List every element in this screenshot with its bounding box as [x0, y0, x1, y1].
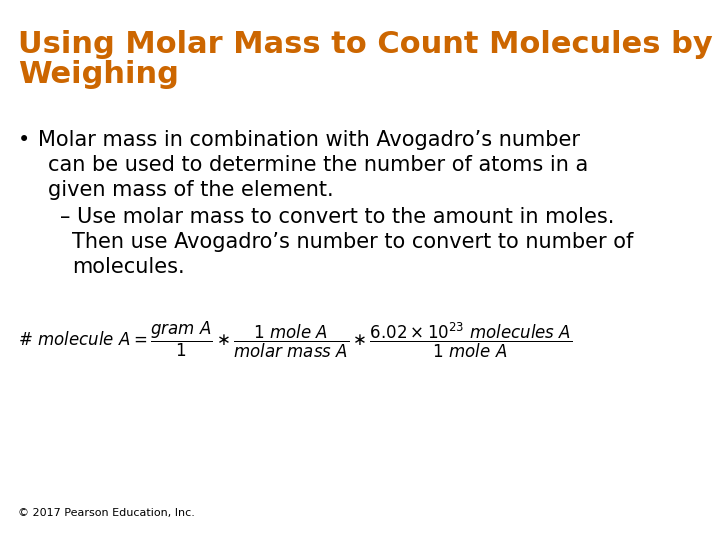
Text: molecules.: molecules. — [72, 257, 184, 277]
Text: Using Molar Mass to Count Molecules by: Using Molar Mass to Count Molecules by — [18, 30, 713, 59]
Text: Molar mass in combination with Avogadro’s number: Molar mass in combination with Avogadro’… — [38, 130, 580, 150]
Text: Then use Avogadro’s number to convert to number of: Then use Avogadro’s number to convert to… — [72, 232, 634, 252]
Text: Weighing: Weighing — [18, 60, 179, 89]
Text: – Use molar mass to convert to the amount in moles.: – Use molar mass to convert to the amoun… — [60, 207, 614, 227]
Text: $\mathit{\#\ molecule\ A} = \dfrac{\mathit{gram\ A}}{1}\ast\dfrac{1\ \mathit{mol: $\mathit{\#\ molecule\ A} = \dfrac{\math… — [18, 320, 572, 360]
Text: © 2017 Pearson Education, Inc.: © 2017 Pearson Education, Inc. — [18, 508, 195, 518]
Text: can be used to determine the number of atoms in a: can be used to determine the number of a… — [48, 155, 588, 175]
Text: given mass of the element.: given mass of the element. — [48, 180, 333, 200]
Text: •: • — [18, 130, 30, 150]
